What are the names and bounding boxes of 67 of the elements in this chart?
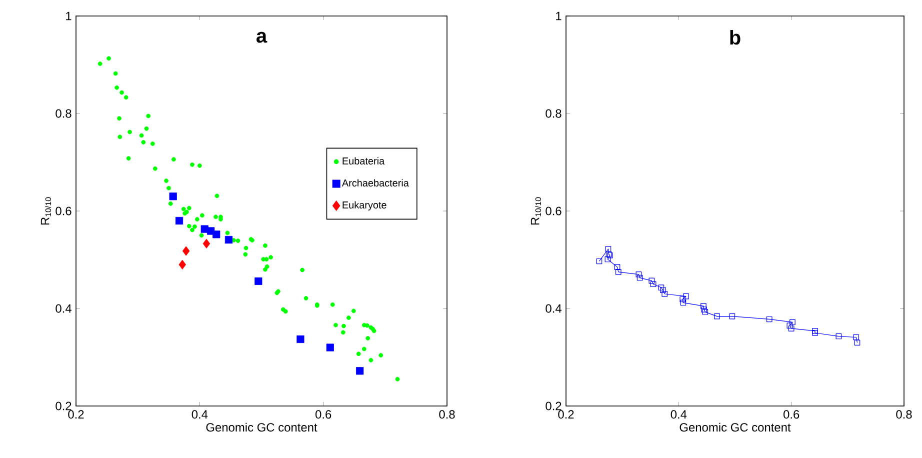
point	[729, 313, 736, 320]
point	[182, 246, 190, 256]
point	[700, 303, 706, 309]
point	[254, 277, 262, 285]
y-tick-label: 1	[556, 12, 562, 20]
point	[701, 306, 707, 312]
point	[615, 269, 622, 275]
y-tick-label: 0.6	[546, 206, 562, 216]
point	[636, 271, 642, 278]
point	[702, 309, 708, 315]
point	[812, 330, 818, 336]
point	[636, 274, 643, 281]
x-tick-label: 0.4	[192, 410, 208, 419]
point	[786, 322, 793, 328]
y-axis-title: R$_{10/10}$	[40, 197, 52, 225]
point	[224, 236, 233, 244]
y-tick-label: 0.6	[56, 206, 72, 216]
point	[683, 293, 689, 300]
x-tick-label: 0.2	[558, 410, 574, 419]
x-tick-label: 0.8	[439, 410, 455, 419]
text: b	[730, 30, 740, 45]
point	[175, 216, 184, 225]
y-tick-label: 0.8	[56, 109, 72, 118]
y-tick-label: 0.2	[546, 402, 562, 410]
legend-label: Eubateria	[342, 157, 385, 165]
point	[614, 264, 620, 270]
x-tick-label: 0.6	[784, 410, 800, 419]
point	[604, 256, 611, 262]
y-tick-label: 1	[66, 12, 72, 20]
point	[650, 281, 656, 288]
legend-label: Archaebacteria	[342, 179, 409, 187]
y-tick-label: 0.4	[546, 304, 562, 313]
y-axis-title: R$_{10/10}$	[530, 197, 542, 225]
point	[169, 192, 177, 200]
y-tick-label: 0.8	[546, 109, 562, 118]
point	[648, 278, 655, 284]
legend-label: Eukaryote	[342, 201, 386, 210]
point	[202, 238, 210, 248]
point	[680, 300, 686, 306]
point	[326, 344, 334, 352]
point	[212, 230, 220, 238]
y-tick-label: 0.2	[56, 402, 72, 410]
point	[596, 258, 602, 264]
point	[680, 296, 686, 302]
point	[660, 287, 666, 293]
x-tick-label: 0.2	[68, 410, 84, 419]
point	[853, 334, 860, 340]
text: a	[256, 32, 268, 43]
point	[605, 246, 612, 252]
point	[714, 313, 720, 320]
x-tick-label: 0.8	[896, 410, 912, 419]
x-axis-title: Genomic GC content	[206, 422, 318, 432]
point	[854, 340, 860, 346]
point	[766, 316, 772, 322]
point	[178, 260, 186, 270]
x-tick-label: 0.6	[315, 410, 332, 419]
point	[836, 333, 842, 340]
x-tick-label: 0.4	[670, 410, 687, 419]
point	[356, 367, 364, 375]
y-tick-label: 0.4	[56, 304, 72, 313]
point	[662, 290, 668, 297]
x-axis-title: Genomic GC content	[680, 422, 791, 432]
point	[790, 319, 796, 326]
point	[296, 335, 304, 344]
point	[812, 328, 818, 334]
point	[788, 326, 794, 332]
point	[658, 284, 664, 290]
